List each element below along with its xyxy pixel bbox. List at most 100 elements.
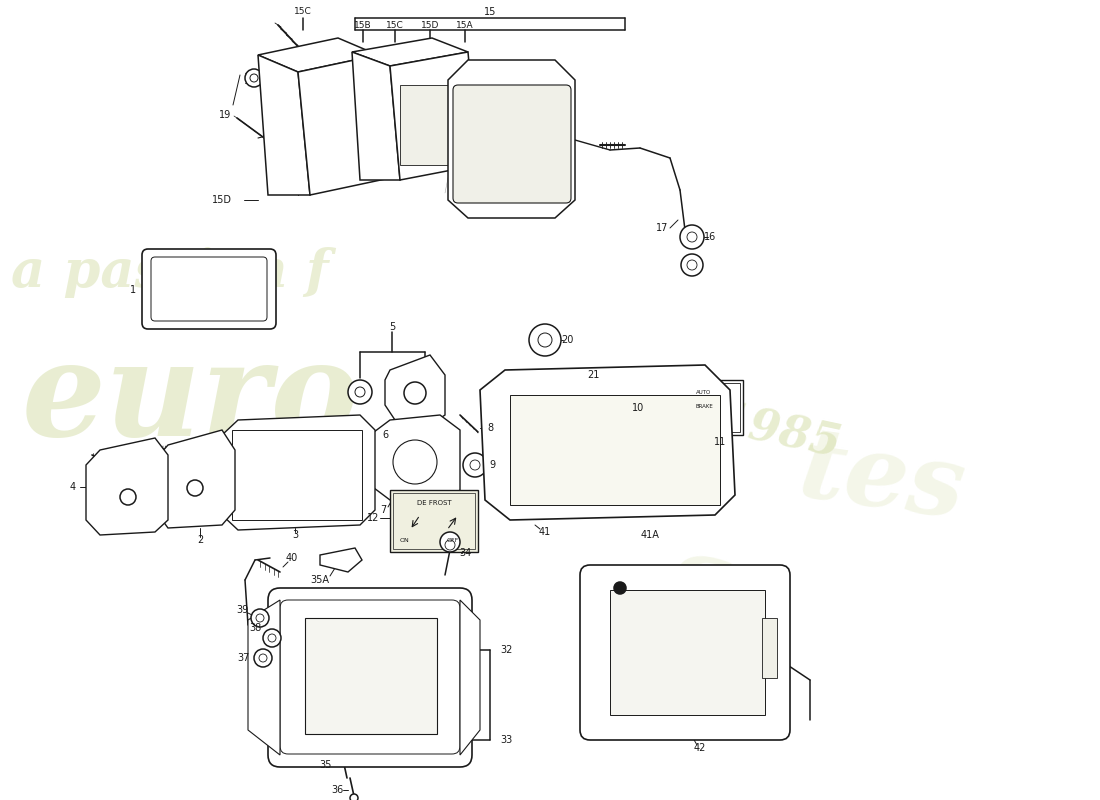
Text: 21: 21 xyxy=(586,370,600,380)
Text: since 1985: since 1985 xyxy=(572,367,845,465)
Circle shape xyxy=(680,225,704,249)
Text: 15B: 15B xyxy=(354,22,372,30)
Text: euro: euro xyxy=(22,335,360,465)
Text: 15D: 15D xyxy=(212,195,232,205)
Text: 41: 41 xyxy=(539,527,551,537)
Polygon shape xyxy=(298,55,390,195)
Circle shape xyxy=(245,69,263,87)
Circle shape xyxy=(681,254,703,276)
Circle shape xyxy=(538,333,552,347)
Circle shape xyxy=(404,382,426,404)
Text: DE FROST: DE FROST xyxy=(417,500,451,506)
Text: 9: 9 xyxy=(488,460,495,470)
Text: 17: 17 xyxy=(656,223,668,233)
Circle shape xyxy=(250,74,258,82)
Text: 20: 20 xyxy=(561,335,573,345)
Text: 15D: 15D xyxy=(421,22,439,30)
Text: 1: 1 xyxy=(130,285,136,295)
Text: BRAKE: BRAKE xyxy=(695,405,713,410)
Bar xyxy=(400,85,472,165)
Polygon shape xyxy=(352,38,468,66)
Polygon shape xyxy=(155,430,235,528)
Text: 37: 37 xyxy=(236,653,250,663)
Text: 36: 36 xyxy=(331,785,343,795)
Text: ON: ON xyxy=(400,538,410,542)
Text: 11: 11 xyxy=(714,437,726,447)
Circle shape xyxy=(614,582,626,594)
Circle shape xyxy=(263,629,280,647)
Text: 15C: 15C xyxy=(386,22,404,30)
Text: 38: 38 xyxy=(249,623,261,633)
Text: 16: 16 xyxy=(704,232,716,242)
Text: 12: 12 xyxy=(366,513,379,523)
Text: 5: 5 xyxy=(389,322,395,332)
Polygon shape xyxy=(248,600,280,755)
Circle shape xyxy=(393,440,437,484)
FancyBboxPatch shape xyxy=(551,384,627,434)
Text: 7: 7 xyxy=(379,505,386,515)
Circle shape xyxy=(688,260,697,270)
Text: s: s xyxy=(660,526,737,642)
Text: 35: 35 xyxy=(320,760,332,770)
Text: 33: 33 xyxy=(500,735,513,745)
Text: 19: 19 xyxy=(219,110,231,120)
Bar xyxy=(305,618,437,734)
Text: 10: 10 xyxy=(631,403,645,413)
Bar xyxy=(390,490,478,552)
Bar xyxy=(232,430,362,520)
Polygon shape xyxy=(258,38,378,72)
Circle shape xyxy=(254,649,272,667)
Circle shape xyxy=(348,380,372,404)
Bar xyxy=(393,493,475,549)
Circle shape xyxy=(187,480,204,496)
Circle shape xyxy=(412,380,437,404)
FancyBboxPatch shape xyxy=(580,565,790,740)
Circle shape xyxy=(688,232,697,242)
Bar xyxy=(762,618,777,678)
Circle shape xyxy=(120,489,136,505)
Circle shape xyxy=(268,634,276,642)
Circle shape xyxy=(463,453,487,477)
Circle shape xyxy=(256,614,264,622)
Text: 39: 39 xyxy=(235,605,249,615)
Text: 15A: 15A xyxy=(456,22,474,30)
Bar xyxy=(666,380,743,435)
Text: 41A: 41A xyxy=(640,530,659,540)
Text: 42: 42 xyxy=(694,743,706,753)
Circle shape xyxy=(258,654,267,662)
Circle shape xyxy=(446,540,455,550)
Text: 32: 32 xyxy=(500,645,513,655)
Polygon shape xyxy=(370,415,460,505)
Circle shape xyxy=(420,387,430,397)
Text: a passion f: a passion f xyxy=(11,246,329,298)
Polygon shape xyxy=(448,60,575,218)
Text: 34: 34 xyxy=(459,548,471,558)
Bar xyxy=(610,590,764,715)
Polygon shape xyxy=(258,55,310,195)
Circle shape xyxy=(440,532,460,552)
FancyBboxPatch shape xyxy=(142,249,276,329)
Text: OFF: OFF xyxy=(447,538,459,542)
Bar xyxy=(510,395,720,505)
Text: 15C: 15C xyxy=(294,7,312,17)
Circle shape xyxy=(529,324,561,356)
Polygon shape xyxy=(390,52,478,180)
Polygon shape xyxy=(320,548,362,572)
Text: 35A: 35A xyxy=(310,575,330,585)
Polygon shape xyxy=(480,365,735,520)
Text: 2: 2 xyxy=(197,535,204,545)
Polygon shape xyxy=(86,438,168,535)
Circle shape xyxy=(470,460,480,470)
Bar xyxy=(668,383,740,432)
FancyBboxPatch shape xyxy=(268,588,472,767)
Polygon shape xyxy=(222,415,375,530)
Circle shape xyxy=(350,794,358,800)
Text: 8: 8 xyxy=(487,423,493,433)
Text: 4: 4 xyxy=(70,482,76,492)
Text: 15: 15 xyxy=(484,7,496,17)
Circle shape xyxy=(355,387,365,397)
Text: AUTO: AUTO xyxy=(696,390,712,394)
Circle shape xyxy=(251,609,270,627)
Text: 6: 6 xyxy=(382,430,388,440)
Text: tes: tes xyxy=(792,421,970,539)
